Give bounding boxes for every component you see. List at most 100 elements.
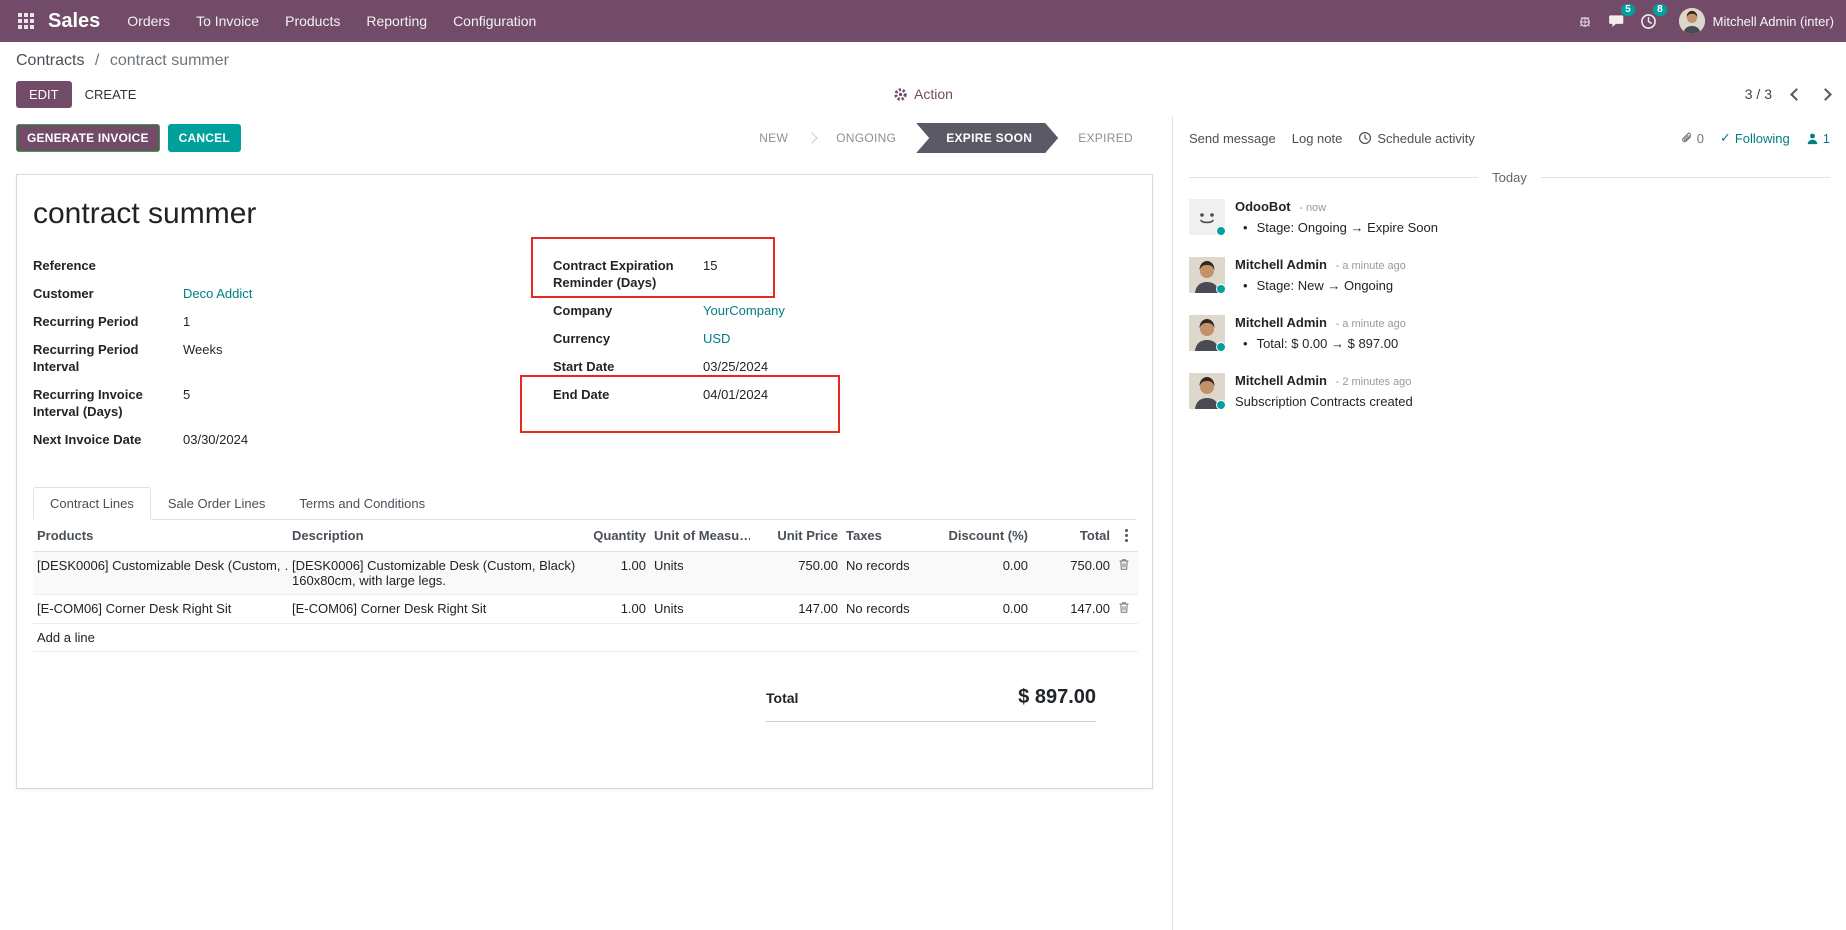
cell-uom[interactable]: Units [650,594,750,624]
schedule-activity-button[interactable]: Schedule activity [1358,131,1475,146]
generate-invoice-button[interactable]: GENERATE INVOICE [16,124,160,152]
nav-item-products[interactable]: Products [285,13,341,29]
online-status-dot [1216,400,1226,410]
company-link[interactable]: YourCompany [703,303,785,318]
followers-button[interactable]: 1 [1806,131,1830,146]
currency-link[interactable]: USD [703,331,731,346]
message-body: Total: $ 0.00 → $ 897.00 [1235,336,1406,351]
cell-total[interactable]: 750.00 [1032,551,1114,595]
table-row[interactable]: [DESK0006] Customizable Desk (Custom, … … [33,551,1138,595]
cell-taxes[interactable]: No records [842,594,932,624]
add-a-line-link[interactable]: Add a line [33,623,1138,652]
field-reference: Reference [33,257,553,274]
cell-total[interactable]: 147.00 [1032,594,1114,624]
stage-expired[interactable]: EXPIRED [1078,131,1133,145]
stage-ongoing[interactable]: ONGOING [836,131,897,145]
field-value: 03/30/2024 [183,432,249,447]
cell-discount[interactable]: 0.00 [932,551,1032,595]
breadcrumb-contracts-link[interactable]: Contracts [16,52,85,69]
field-recurring-invoice-interval: Recurring Invoice Interval (Days) 5 [33,386,553,420]
chatter-messages: OdooBot - now Stage: Ongoing → Expire So… [1173,199,1846,431]
following-button[interactable]: ✓ Following [1720,130,1790,146]
cell-discount[interactable]: 0.00 [932,594,1032,624]
message-body: Stage: New → Ongoing [1235,278,1406,293]
nav-item-orders[interactable]: Orders [127,13,171,29]
user-name: Mitchell Admin (inter) [1712,13,1834,29]
cell-product[interactable]: [DESK0006] Customizable Desk (Custom, … [33,551,288,595]
form-pane: GENERATE INVOICE CANCEL NEW ONGOING EXPI… [0,116,1172,930]
nav-item-configuration[interactable]: Configuration [453,13,537,29]
customer-link[interactable]: Deco Addict [183,286,253,301]
col-discount: Discount (%) [932,520,1032,552]
cell-unit-price[interactable]: 750.00 [750,551,842,595]
field-group-left: Reference Customer Deco Addict Recurring… [33,257,553,459]
record-title: contract summer [33,197,257,230]
col-total: Total [1032,520,1114,552]
user-menu[interactable]: Mitchell Admin (inter) [1678,8,1834,34]
list-options-icon[interactable] [1118,527,1134,544]
cell-quantity[interactable]: 1.00 [588,594,650,624]
cell-taxes[interactable]: No records [842,551,932,595]
order-total: Total $ 897.00 [766,686,1096,722]
attachment-count: 0 [1696,130,1704,146]
field-recurring-period: Recurring Period 1 [33,313,553,330]
nav-item-to-invoice[interactable]: To Invoice [196,13,260,29]
cell-uom[interactable]: Units [650,551,750,595]
field-customer: Customer Deco Addict [33,285,553,302]
form-statusbar: GENERATE INVOICE CANCEL NEW ONGOING EXPI… [0,116,1172,160]
cell-description[interactable]: [E-COM06] Corner Desk Right Sit [288,594,588,624]
pager-previous-icon[interactable] [1790,87,1803,101]
field-group-right: Contract Expiration Reminder (Days) 15 C… [520,237,1136,459]
schedule-activity-label: Schedule activity [1377,130,1475,146]
bug-icon [1579,16,1590,27]
cancel-button[interactable]: CANCEL [167,124,241,152]
paperclip-icon [1681,132,1691,143]
table-row[interactable]: [E-COM06] Corner Desk Right Sit [E-COM06… [33,594,1138,624]
stage-expire-soon[interactable]: EXPIRE SOON [916,123,1058,153]
cell-quantity[interactable]: 1.00 [588,551,650,595]
col-options [1114,520,1138,552]
field-value: Weeks [183,342,223,357]
cell-description[interactable]: [DESK0006] Customizable Desk (Custom, Bl… [288,551,588,595]
app-brand[interactable]: Sales [48,9,101,32]
cell-product[interactable]: [E-COM06] Corner Desk Right Sit [33,594,288,624]
nav-item-reporting[interactable]: Reporting [366,13,428,29]
message-time: - a minute ago [1335,318,1406,330]
field-label: Recurring Invoice Interval (Days) [33,387,143,419]
debug-bug-icon[interactable] [1569,0,1601,42]
clock-icon [1641,13,1657,29]
attachments-button[interactable]: 0 [1680,131,1704,146]
field-recurring-period-interval: Recurring Period Interval Weeks [33,341,553,375]
user-avatar [1189,257,1226,294]
table-header-row: Products Description Quantity Unit of Me… [33,520,1138,552]
col-description: Description [288,520,588,552]
edit-button[interactable]: EDIT [16,80,72,108]
apps-menu-icon[interactable] [12,7,40,35]
create-button[interactable]: CREATE [71,80,150,108]
field-value: 04/01/2024 [703,387,769,402]
messages-menu-button[interactable]: 5 [1601,0,1635,42]
action-menu-button[interactable]: Action [893,86,953,102]
pager-count[interactable]: 3 / 3 [1744,86,1772,102]
tab-terms-and-conditions[interactable]: Terms and Conditions [299,496,426,511]
action-label: Action [914,86,953,102]
log-note-button[interactable]: Log note [1291,130,1343,146]
activities-menu-button[interactable]: 8 [1633,0,1667,42]
delete-row-icon[interactable] [1118,601,1130,617]
breadcrumb-separator: / [94,52,100,69]
contract-lines-table: Products Description Quantity Unit of Me… [33,520,1138,652]
cell-unit-price[interactable]: 147.00 [750,594,842,624]
send-message-button[interactable]: Send message [1189,130,1276,146]
delete-row-icon[interactable] [1118,558,1130,574]
pager-next-icon[interactable] [1819,87,1832,101]
stage-new[interactable]: NEW [759,131,789,145]
chatter-message: Mitchell Admin - a minute ago Total: $ 0… [1189,315,1830,352]
date-divider-label: Today [1492,170,1527,185]
tab-sale-order-lines[interactable]: Sale Order Lines [167,496,266,511]
tab-contract-lines[interactable]: Contract Lines [33,487,151,520]
message-author: Mitchell Admin [1235,373,1327,388]
top-navbar: Sales Orders To Invoice Products Reporti… [0,0,1846,42]
user-avatar [1189,373,1226,410]
col-taxes: Taxes [842,520,932,552]
